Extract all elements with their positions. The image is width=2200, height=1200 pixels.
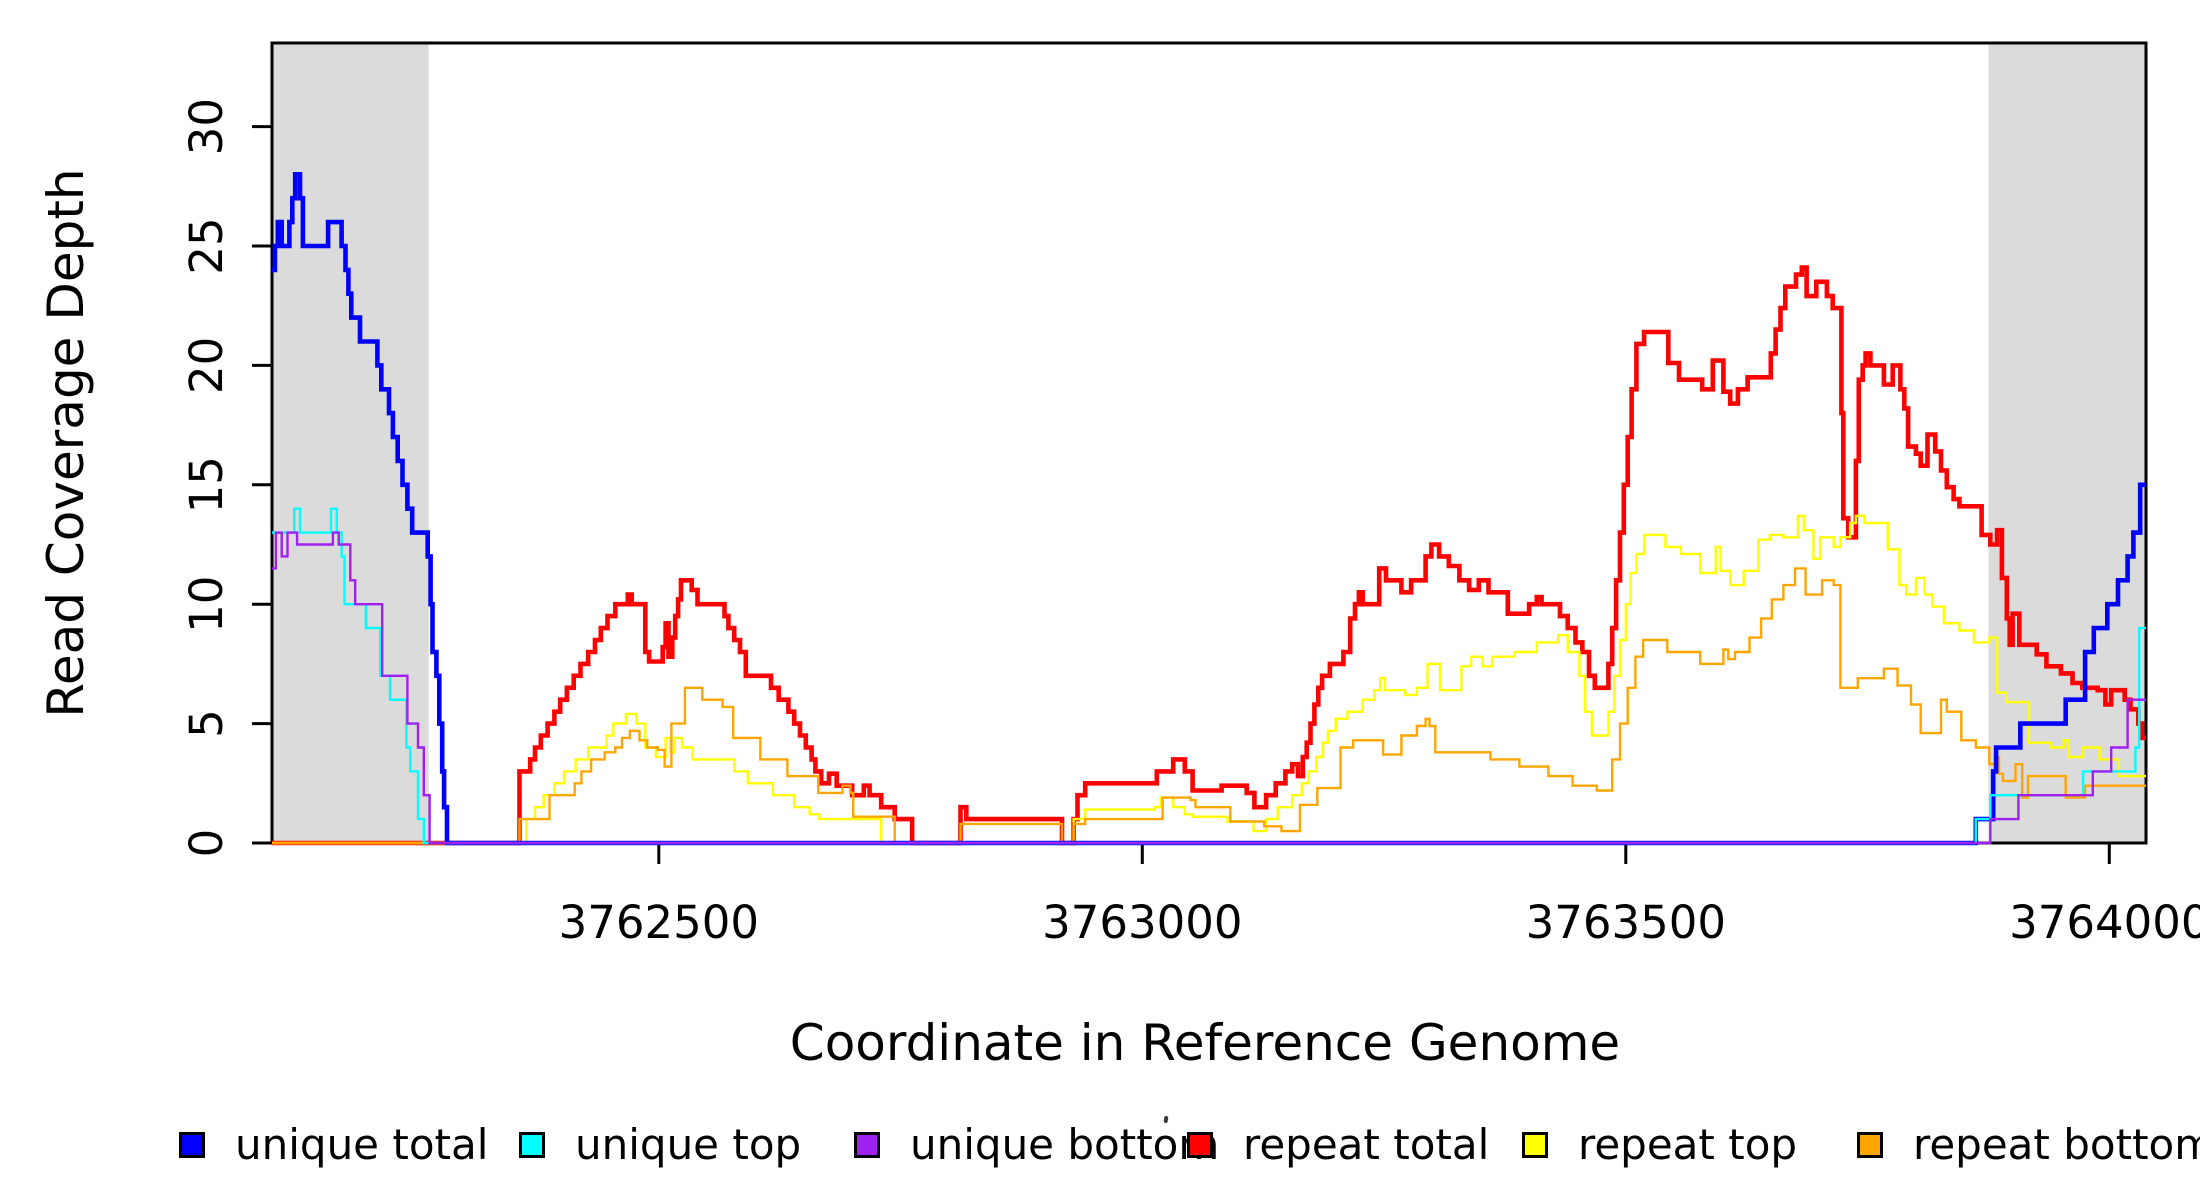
series-unique-total	[272, 172, 2146, 846]
shaded-region	[272, 43, 429, 843]
series-repeat-total	[272, 265, 2146, 846]
legend-label: repeat total	[1243, 1120, 1490, 1169]
legend-label: repeat top	[1578, 1120, 1798, 1169]
y-tick-label: 25	[180, 217, 233, 274]
x-tick-label: 3763500	[1526, 896, 1726, 949]
legend-item-repeat-top: repeat top	[1522, 1120, 1798, 1169]
legend-item-repeat-bottom: repeat bottom	[1857, 1120, 2200, 1169]
legend-label: unique total	[235, 1120, 489, 1169]
unique-top-swatch-icon	[519, 1132, 545, 1158]
x-tick-label: 3764000	[2009, 896, 2200, 949]
legend-item-repeat-total: repeat total	[1187, 1120, 1490, 1169]
repeat-bottom-swatch-icon	[1857, 1132, 1883, 1158]
x-tick-label: 3763000	[1042, 896, 1242, 949]
y-tick-label: 30	[180, 98, 233, 155]
repeat-total-swatch-icon	[1187, 1132, 1213, 1158]
legend-item-unique-bottom: unique bottom	[854, 1120, 1220, 1169]
unique-bottom-swatch-icon	[854, 1132, 880, 1158]
series-unique-top	[272, 507, 2146, 845]
series-repeat-bottom	[272, 567, 2146, 845]
legend-label: repeat bottom	[1913, 1120, 2200, 1169]
legend-label: unique bottom	[910, 1120, 1220, 1169]
y-tick-label: 0	[180, 829, 233, 858]
legend-label: unique top	[575, 1120, 802, 1169]
x-axis-title: Coordinate in Reference Genome	[789, 1014, 1621, 1072]
y-tick-label: 20	[180, 337, 233, 394]
y-tick-label: 5	[180, 709, 233, 738]
y-tick-label: 10	[180, 576, 233, 633]
unique-total-swatch-icon	[179, 1132, 205, 1158]
legend-item-unique-total: unique total	[179, 1120, 489, 1169]
series-unique-bottom	[272, 531, 2146, 845]
repeat-top-swatch-icon	[1522, 1132, 1548, 1158]
x-tick-label: 3762500	[559, 896, 759, 949]
legend-item-unique-top: unique top	[519, 1120, 802, 1169]
y-axis-title: Read Coverage Depth	[37, 168, 95, 718]
y-tick-label: 15	[180, 456, 233, 513]
series-repeat-top	[272, 514, 2146, 845]
